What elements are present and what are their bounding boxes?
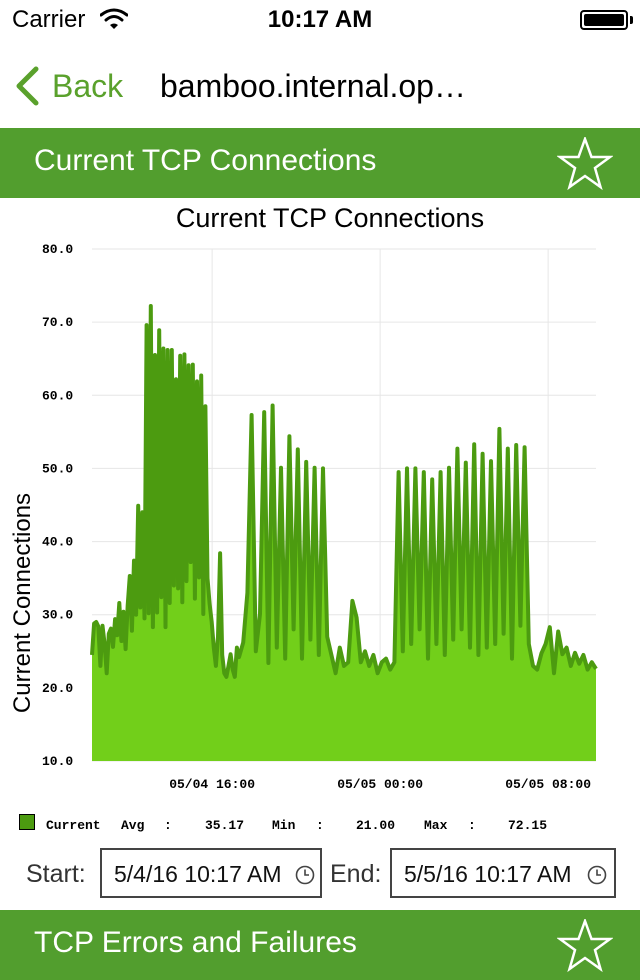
section-title: Current TCP Connections — [34, 144, 377, 177]
y-tick-label: 40.0 — [42, 535, 73, 550]
status-bar: Carrier 10:17 AM — [0, 0, 640, 40]
y-tick-label: 50.0 — [42, 461, 73, 476]
back-button[interactable]: Back — [14, 66, 123, 106]
chart-title: Current TCP Connections — [176, 203, 484, 233]
legend-min-value: 21.00 — [356, 818, 396, 833]
section-header-tcp-errors: TCP Errors and Failures — [0, 910, 640, 980]
start-date-value: 5/4/16 10:17 AM — [114, 861, 282, 887]
y-tick-label: 20.0 — [42, 681, 73, 696]
x-tick-label: 05/04 16:00 — [169, 777, 255, 792]
wifi-icon — [100, 8, 128, 29]
series-line-current — [90, 304, 598, 679]
back-label: Back — [52, 67, 124, 104]
carrier-label: Carrier — [12, 6, 86, 33]
legend-swatch — [19, 814, 35, 830]
clock-time: 10:17 AM — [267, 6, 373, 33]
x-tick-label: 05/05 08:00 — [505, 777, 591, 792]
section-header-tcp-connections: Current TCP Connections — [0, 128, 640, 198]
end-label: End: — [330, 860, 382, 888]
navigation-bar: Back bamboo.internal.op… — [0, 40, 640, 128]
end-date-field[interactable]: 5/5/16 10:17 AM — [390, 848, 616, 898]
y-tick-label: 30.0 — [42, 608, 73, 623]
clock-icon — [295, 865, 315, 885]
clock-icon — [587, 865, 607, 885]
page-title: bamboo.internal.op… — [160, 68, 466, 104]
legend-avg-value: 35.17 — [205, 818, 245, 833]
start-label: Start: — [26, 860, 86, 888]
battery-icon — [580, 10, 628, 30]
legend-max-label: Max — [424, 818, 448, 833]
y-tick-label: 70.0 — [42, 315, 73, 330]
x-tick-label: 05/05 00:00 — [337, 777, 423, 792]
chart-legend: Current Avg : 35.17 Min : 21.00 Max : 72… — [0, 810, 640, 840]
star-icon[interactable] — [557, 137, 613, 191]
legend-max-colon: : — [468, 818, 476, 833]
legend-series-name: Current — [46, 818, 101, 833]
chevron-left-icon — [16, 66, 39, 106]
date-range-row: Start: 5/4/16 10:17 AM End: 5/5/16 10:17… — [0, 846, 640, 902]
section-title: TCP Errors and Failures — [34, 926, 357, 959]
legend-min-colon: : — [316, 818, 324, 833]
legend-min-label: Min — [272, 818, 296, 833]
battery-tip — [630, 16, 633, 24]
y-tick-label: 10.0 — [42, 754, 73, 769]
star-icon[interactable] — [557, 919, 613, 973]
legend-avg-colon: : — [164, 818, 172, 833]
y-tick-label: 80.0 — [42, 242, 73, 257]
tcp-connections-chart: Current TCP Connections Current Connecti… — [9, 203, 598, 792]
y-axis-label: Current Connections — [9, 493, 36, 713]
legend-max-value: 72.15 — [508, 818, 548, 833]
y-tick-label: 60.0 — [42, 388, 73, 403]
legend-avg-label: Avg — [121, 818, 145, 833]
start-date-field[interactable]: 5/4/16 10:17 AM — [100, 848, 322, 898]
end-date-value: 5/5/16 10:17 AM — [404, 861, 572, 887]
